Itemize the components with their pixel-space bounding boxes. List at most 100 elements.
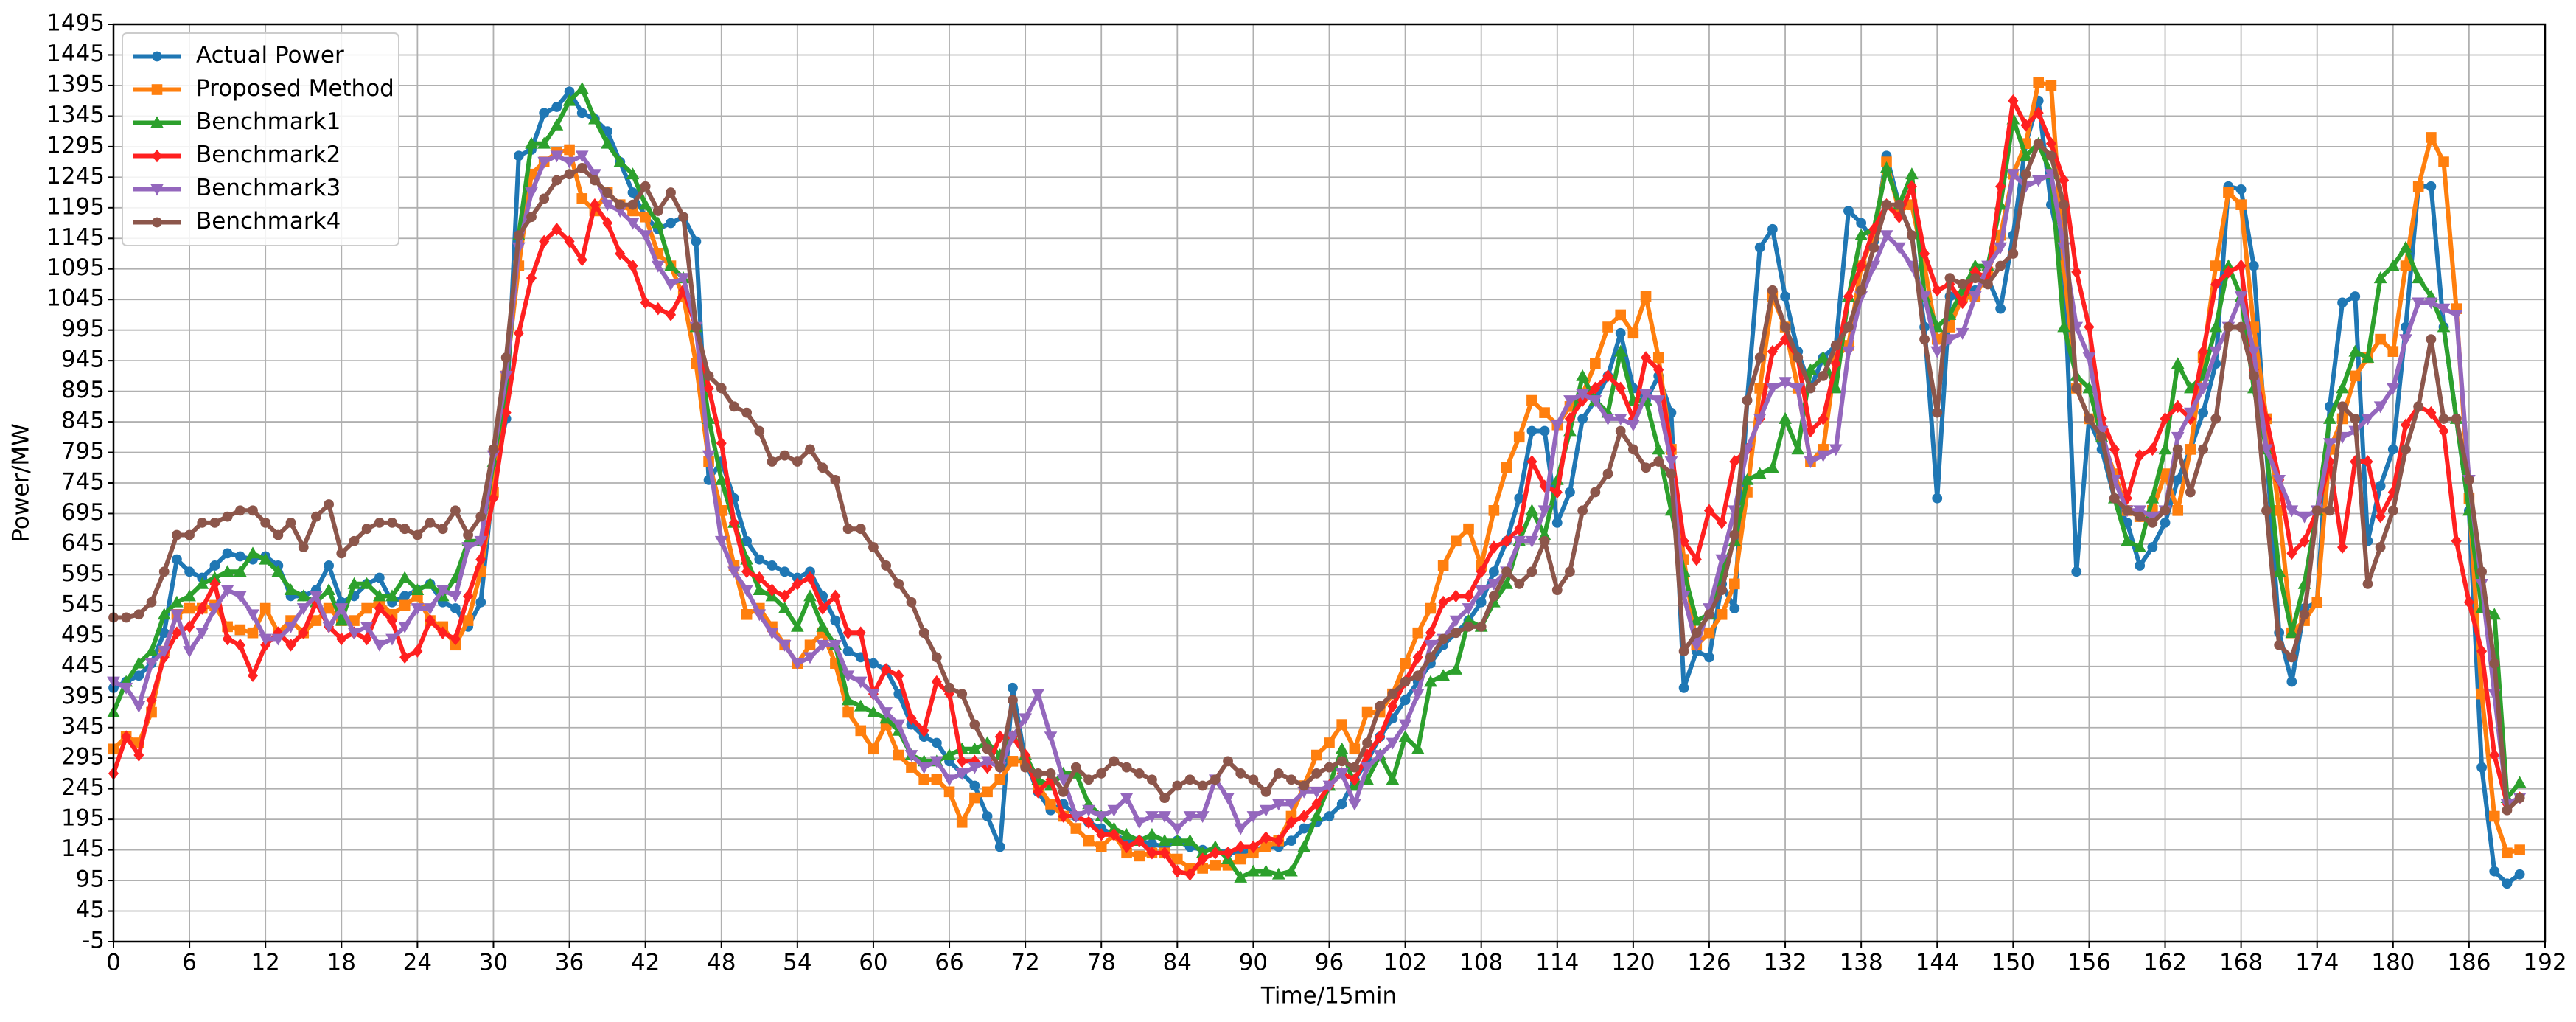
y-tick-label: 245: [61, 774, 105, 801]
marker: [1793, 352, 1804, 363]
legend: Actual Power Proposed Method Benchmark1 Ben…: [122, 32, 399, 246]
marker: [678, 212, 689, 223]
marker: [2185, 444, 2196, 455]
marker: [172, 554, 182, 565]
marker: [804, 571, 816, 585]
marker: [335, 603, 349, 616]
marker: [1995, 260, 2006, 271]
marker: [2489, 658, 2500, 669]
marker: [666, 218, 676, 229]
marker: [906, 597, 917, 608]
marker: [2109, 493, 2120, 504]
marker: [1590, 358, 1601, 369]
y-tick-label: 795: [61, 438, 105, 465]
marker: [2057, 320, 2070, 333]
x-tick-label: 0: [106, 950, 121, 976]
marker: [1602, 468, 1613, 479]
marker: [220, 585, 234, 597]
y-tick-label: 1045: [46, 285, 105, 312]
marker: [665, 308, 677, 321]
y-tick-label: 995: [61, 316, 105, 342]
marker: [2373, 271, 2387, 284]
marker: [2413, 401, 2424, 412]
marker: [184, 529, 195, 540]
x-tick-label: 96: [1315, 950, 1344, 976]
marker: [1791, 442, 1805, 455]
marker: [1843, 321, 1854, 333]
marker: [640, 296, 651, 310]
marker: [1526, 566, 1537, 577]
marker: [322, 583, 335, 596]
series: [108, 138, 2525, 816]
x-tick-label: 108: [1459, 950, 1503, 976]
x-tick-label: 12: [251, 950, 279, 976]
marker: [1235, 840, 1246, 854]
marker: [222, 511, 233, 522]
marker: [360, 577, 374, 589]
x-tick-label: 156: [2067, 950, 2111, 976]
marker: [716, 383, 727, 394]
marker: [1779, 377, 1792, 389]
marker: [1387, 689, 1398, 700]
marker: [957, 689, 968, 700]
marker: [740, 585, 753, 597]
marker: [157, 608, 171, 620]
marker: [513, 150, 524, 161]
marker: [234, 638, 245, 652]
marker: [2325, 505, 2335, 516]
marker: [602, 187, 613, 198]
marker: [2311, 505, 2322, 516]
marker: [2299, 534, 2310, 548]
marker: [1246, 811, 1260, 824]
marker: [753, 583, 767, 596]
y-tick-label: 595: [61, 560, 105, 587]
marker: [2387, 444, 2398, 455]
marker: [931, 737, 942, 748]
marker: [1854, 229, 1868, 241]
marker: [2375, 481, 2386, 492]
y-tick-label: 1145: [46, 224, 105, 251]
marker: [1386, 737, 1400, 750]
marker: [361, 602, 372, 614]
marker: [1868, 242, 1879, 253]
marker: [929, 756, 943, 768]
marker: [1020, 762, 1031, 773]
marker: [1968, 291, 1982, 304]
marker: [526, 271, 537, 285]
marker: [601, 136, 614, 149]
marker: [1476, 565, 1487, 579]
marker: [1487, 578, 1501, 591]
marker: [298, 542, 309, 552]
marker: [2463, 595, 2474, 609]
marker: [1753, 467, 1767, 479]
marker: [2235, 259, 2247, 273]
marker: [2362, 455, 2373, 468]
marker: [2426, 181, 2437, 192]
marker: [2096, 431, 2107, 442]
marker: [1829, 444, 1843, 456]
marker: [1134, 834, 1145, 847]
marker: [778, 601, 792, 613]
marker: [1641, 462, 1651, 473]
marker: [2122, 505, 2132, 516]
marker: [157, 646, 171, 658]
marker: [2006, 169, 2020, 181]
marker: [1843, 290, 1854, 303]
marker: [2059, 173, 2070, 187]
marker: [588, 112, 601, 125]
x-tick-label: 90: [1239, 950, 1268, 976]
marker: [336, 632, 347, 646]
marker: [741, 609, 753, 620]
marker: [2235, 184, 2247, 195]
marker: [2502, 847, 2513, 859]
marker: [2387, 346, 2399, 357]
marker: [2336, 381, 2349, 394]
marker: [539, 234, 550, 248]
marker: [626, 167, 640, 180]
marker: [893, 749, 904, 761]
y-tick-label: 645: [61, 529, 105, 556]
marker: [1691, 552, 1702, 566]
marker: [576, 108, 587, 119]
marker: [767, 456, 778, 467]
marker: [714, 473, 728, 485]
